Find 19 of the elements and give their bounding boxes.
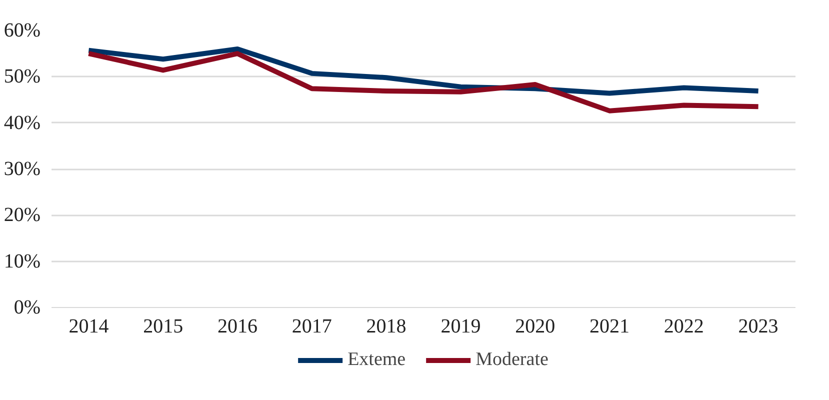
x-tick-label: 2019 [440, 316, 481, 338]
x-tick-label: 2015 [143, 316, 184, 338]
y-tick-label: 0% [14, 296, 41, 318]
y-tick-label: 40% [4, 112, 41, 134]
y-tick-label: 20% [4, 204, 41, 226]
y-tick-label: 50% [4, 66, 41, 88]
x-tick-label: 2017 [292, 316, 332, 338]
x-tick-label: 2020 [515, 316, 556, 338]
y-tick-label: 30% [4, 158, 41, 180]
x-tick-label: 2018 [366, 316, 406, 338]
x-tick-label: 2022 [664, 316, 704, 338]
x-tick-label: 2016 [218, 316, 258, 338]
x-tick-label: 2014 [68, 316, 109, 338]
x-tick-label: 2021 [590, 316, 630, 338]
y-tick-label: 60% [4, 20, 41, 42]
legend-label: Moderate [476, 349, 548, 371]
legend-label: Exteme [348, 349, 406, 371]
y-tick-label: 10% [4, 250, 41, 272]
x-tick-label: 2023 [738, 316, 778, 338]
